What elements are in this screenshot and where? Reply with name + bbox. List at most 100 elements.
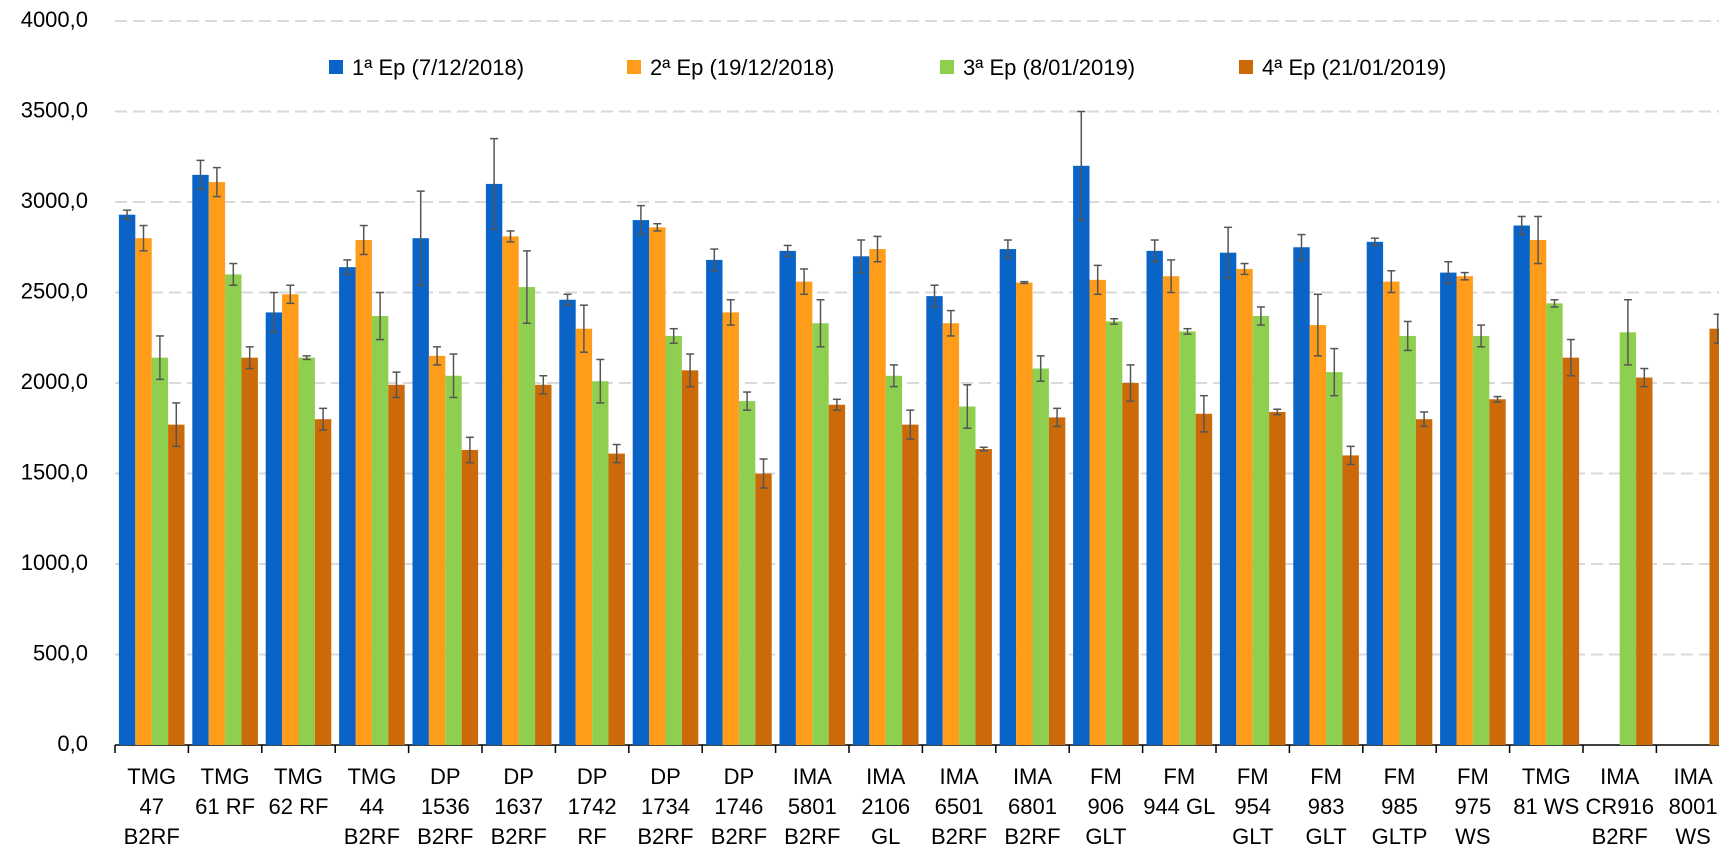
x-tick-label: RF xyxy=(577,824,606,849)
bar xyxy=(812,323,829,745)
bar xyxy=(632,220,650,746)
bar xyxy=(1252,316,1270,745)
bar xyxy=(999,249,1017,745)
bar xyxy=(1440,272,1457,745)
bar xyxy=(282,294,299,745)
x-tick-label: DP xyxy=(650,764,681,789)
x-tick-label: B2RF xyxy=(124,824,180,849)
x-tick-label: 906 xyxy=(1088,794,1125,819)
bar xyxy=(1709,328,1719,745)
x-tick-label: FM xyxy=(1310,764,1342,789)
bar xyxy=(1472,335,1490,745)
x-tick-label: 1742 xyxy=(568,794,617,819)
x-tick-label: B2RF xyxy=(931,824,987,849)
bar xyxy=(1619,332,1637,745)
x-tick-label: GLT xyxy=(1306,824,1347,849)
bar xyxy=(1383,281,1400,745)
x-tick-label: 47 xyxy=(139,794,163,819)
bar xyxy=(388,384,405,745)
bar xyxy=(225,274,242,745)
x-tick-label: B2RF xyxy=(344,824,400,849)
x-tick-label: 8001 xyxy=(1669,794,1718,819)
x-tick-label: DP xyxy=(430,764,461,789)
bar xyxy=(1326,372,1343,745)
x-tick-label: FM xyxy=(1163,764,1195,789)
x-tick-label: DP xyxy=(503,764,534,789)
bar xyxy=(1048,417,1066,745)
bar xyxy=(575,328,593,745)
x-tick-label: 944 GL xyxy=(1143,794,1215,819)
bar xyxy=(852,256,870,745)
legend-label: 4ª Ep (21/01/2019) xyxy=(1262,55,1446,80)
bar xyxy=(314,419,332,745)
y-tick-label: 1000,0 xyxy=(21,550,88,575)
bar xyxy=(1236,268,1253,745)
bar xyxy=(518,287,536,745)
bar xyxy=(192,174,209,746)
legend-label: 2ª Ep (19/12/2018) xyxy=(650,55,834,80)
bar xyxy=(706,259,723,745)
bar xyxy=(1195,413,1213,745)
bar xyxy=(445,375,462,745)
x-tick-label: FM xyxy=(1384,764,1416,789)
x-tick-label: FM xyxy=(1090,764,1122,789)
bar xyxy=(135,238,152,745)
x-tick-label: 1746 xyxy=(714,794,763,819)
bar xyxy=(1146,250,1163,745)
bar xyxy=(959,406,976,745)
bar xyxy=(1529,240,1547,745)
bar xyxy=(1219,252,1237,745)
x-tick-label: 2106 xyxy=(861,794,910,819)
bar xyxy=(649,227,666,746)
x-tick-label: DP xyxy=(577,764,608,789)
bar xyxy=(1456,276,1473,745)
x-tick-label: B2RF xyxy=(491,824,547,849)
bar xyxy=(371,316,389,745)
x-tick-label: TMG xyxy=(127,764,176,789)
bar xyxy=(755,473,772,745)
x-tick-label: WS xyxy=(1675,824,1710,849)
x-tick-label: DP xyxy=(724,764,755,789)
bar xyxy=(412,238,429,745)
x-tick-label: 1637 xyxy=(494,794,543,819)
bar xyxy=(1562,357,1580,745)
bar xyxy=(722,312,739,745)
x-tick-label: GLTP xyxy=(1372,824,1428,849)
x-tick-label: B2RF xyxy=(1004,824,1060,849)
x-tick-label: B2RF xyxy=(711,824,767,849)
x-tick-label: WS xyxy=(1455,824,1490,849)
bar xyxy=(151,357,169,745)
y-tick-label: 3500,0 xyxy=(21,97,88,122)
x-tick-label: FM xyxy=(1457,764,1489,789)
x-tick-label: TMG xyxy=(1522,764,1571,789)
x-tick-label: B2RF xyxy=(417,824,473,849)
bar xyxy=(592,381,609,745)
bar xyxy=(975,449,992,745)
bar xyxy=(208,182,226,746)
x-tick-label: 6801 xyxy=(1008,794,1057,819)
bar xyxy=(1032,368,1049,745)
x-tick-label: 1734 xyxy=(641,794,690,819)
bar xyxy=(265,312,283,745)
x-tick-label: 954 xyxy=(1234,794,1271,819)
legend-swatch xyxy=(1239,60,1253,74)
x-tick-label: IMA xyxy=(1674,764,1713,789)
bar xyxy=(779,250,796,745)
x-tick-label: 6501 xyxy=(935,794,984,819)
bar xyxy=(1162,276,1180,745)
bar xyxy=(485,183,503,745)
x-tick-label: 62 RF xyxy=(269,794,329,819)
bar xyxy=(1415,419,1433,745)
y-tick-label: 4000,0 xyxy=(21,7,88,32)
bar xyxy=(1546,303,1563,745)
y-tick-label: 2000,0 xyxy=(21,369,88,394)
bar xyxy=(502,236,519,745)
bar xyxy=(355,240,372,745)
bar xyxy=(298,357,315,745)
legend-label: 1ª Ep (7/12/2018) xyxy=(352,55,524,80)
x-tick-label: IMA xyxy=(1600,764,1639,789)
bar xyxy=(1513,225,1530,745)
x-tick-label: 985 xyxy=(1381,794,1418,819)
bar xyxy=(1016,282,1033,745)
bar xyxy=(118,214,136,746)
